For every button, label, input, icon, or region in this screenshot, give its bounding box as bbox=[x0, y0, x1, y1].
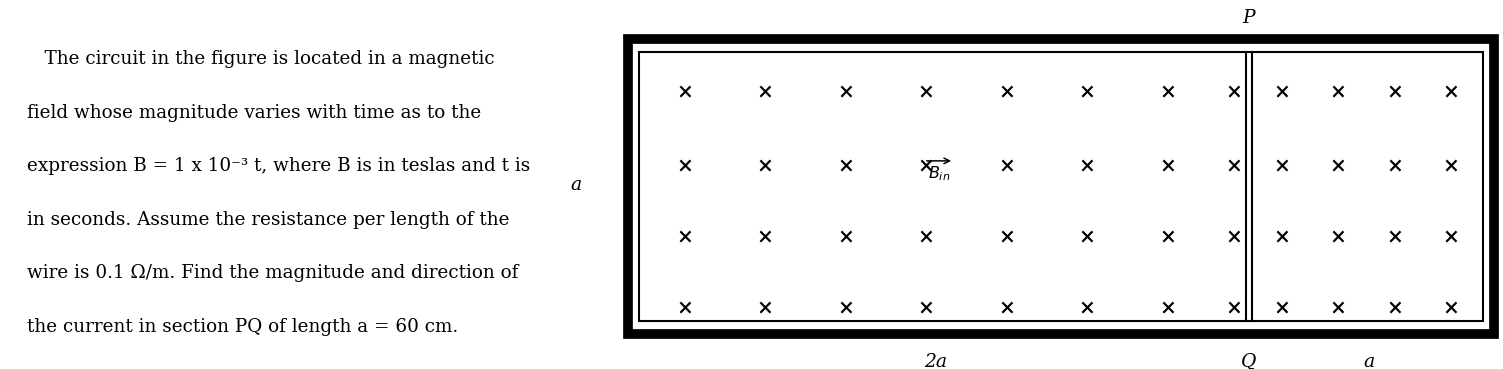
Text: ×: × bbox=[1159, 227, 1175, 246]
Text: ×: × bbox=[1226, 227, 1243, 246]
Text: ×: × bbox=[1079, 156, 1096, 176]
Text: ×: × bbox=[998, 297, 1015, 317]
Text: ×: × bbox=[918, 297, 935, 317]
Text: ×: × bbox=[918, 227, 935, 246]
Text: ×: × bbox=[1330, 227, 1347, 246]
Text: ×: × bbox=[918, 82, 935, 102]
Text: ×: × bbox=[1330, 82, 1347, 102]
Text: ×: × bbox=[756, 297, 774, 317]
Text: ×: × bbox=[1079, 297, 1096, 317]
Text: ×: × bbox=[1443, 297, 1459, 317]
Text: ×: × bbox=[756, 82, 774, 102]
Text: expression B = 1 x 10⁻³ t, where B is in teslas and t is: expression B = 1 x 10⁻³ t, where B is in… bbox=[27, 157, 531, 175]
Text: ×: × bbox=[1330, 297, 1347, 317]
Text: ×: × bbox=[837, 297, 854, 317]
Text: ×: × bbox=[1079, 227, 1096, 246]
Text: ×: × bbox=[918, 156, 935, 176]
Text: Q: Q bbox=[1241, 353, 1257, 369]
Text: ×: × bbox=[1226, 297, 1243, 317]
Text: ×: × bbox=[1386, 227, 1402, 246]
Text: ×: × bbox=[998, 156, 1015, 176]
Text: ×: × bbox=[676, 297, 693, 317]
Bar bbox=[639, 52, 1483, 321]
Text: ×: × bbox=[1273, 227, 1290, 246]
Text: ×: × bbox=[1159, 297, 1175, 317]
Text: $B_{in}$: $B_{in}$ bbox=[927, 165, 950, 183]
Text: ×: × bbox=[1386, 297, 1402, 317]
Text: ×: × bbox=[676, 227, 693, 246]
Text: The circuit in the figure is located in a magnetic: The circuit in the figure is located in … bbox=[27, 50, 494, 68]
Text: P: P bbox=[1243, 10, 1255, 27]
Text: the current in section PQ of length a = 60 cm.: the current in section PQ of length a = … bbox=[27, 318, 458, 335]
Text: ×: × bbox=[998, 82, 1015, 102]
Bar bbox=[628, 39, 1494, 334]
Text: ×: × bbox=[1330, 156, 1347, 176]
Text: ×: × bbox=[1079, 82, 1096, 102]
Text: ×: × bbox=[756, 227, 774, 246]
Text: wire is 0.1 Ω/m. Find the magnitude and direction of: wire is 0.1 Ω/m. Find the magnitude and … bbox=[27, 264, 519, 282]
Text: ×: × bbox=[1443, 82, 1459, 102]
Text: a: a bbox=[1363, 353, 1374, 369]
Text: ×: × bbox=[1386, 156, 1402, 176]
Text: a: a bbox=[570, 176, 582, 193]
Text: ×: × bbox=[1443, 156, 1459, 176]
Text: ×: × bbox=[676, 82, 693, 102]
Text: ×: × bbox=[1226, 156, 1243, 176]
Text: ×: × bbox=[837, 82, 854, 102]
Text: ×: × bbox=[756, 156, 774, 176]
Text: ×: × bbox=[1273, 297, 1290, 317]
Text: ×: × bbox=[676, 156, 693, 176]
Text: ×: × bbox=[837, 227, 854, 246]
Text: 2a: 2a bbox=[924, 353, 947, 369]
Text: ×: × bbox=[1273, 156, 1290, 176]
Text: ×: × bbox=[998, 227, 1015, 246]
Text: field whose magnitude varies with time as to the: field whose magnitude varies with time a… bbox=[27, 104, 481, 121]
Text: ×: × bbox=[1273, 82, 1290, 102]
Text: ×: × bbox=[1443, 227, 1459, 246]
Text: in seconds. Assume the resistance per length of the: in seconds. Assume the resistance per le… bbox=[27, 211, 510, 228]
Text: ×: × bbox=[1226, 82, 1243, 102]
Text: ×: × bbox=[1386, 82, 1402, 102]
Text: ×: × bbox=[1159, 156, 1175, 176]
Text: ×: × bbox=[837, 156, 854, 176]
Text: ×: × bbox=[1159, 82, 1175, 102]
